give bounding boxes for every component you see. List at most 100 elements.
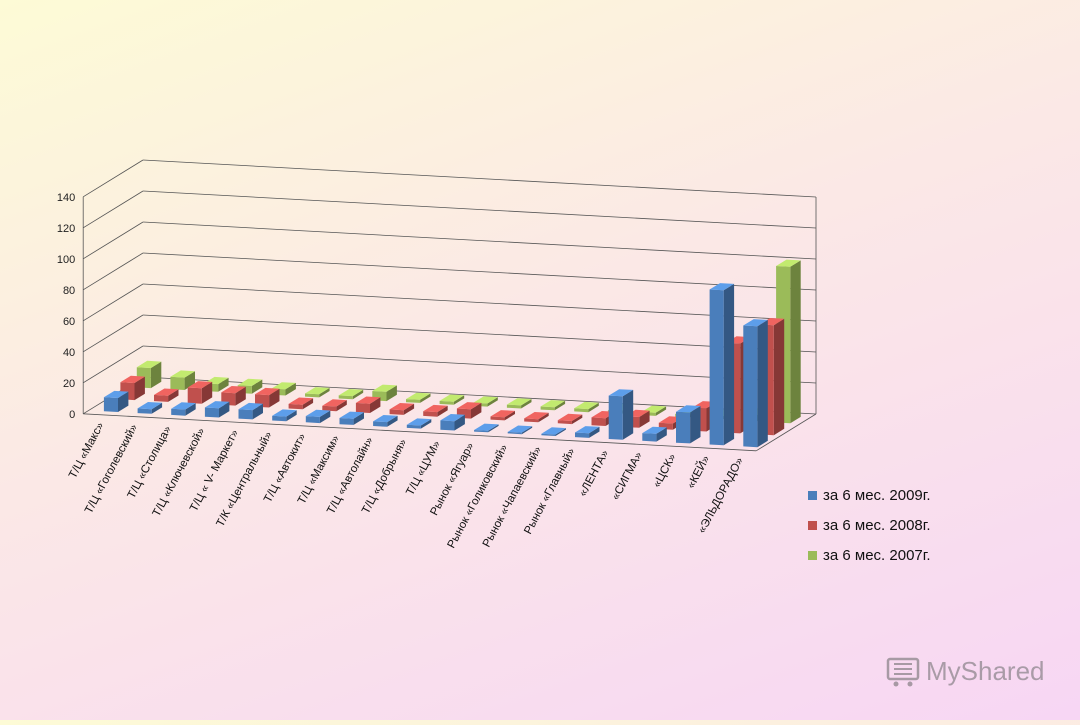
bar [339, 411, 364, 425]
bar-top [221, 386, 246, 394]
bar-top [608, 389, 634, 397]
bar-side [285, 382, 296, 396]
gridline [142, 252, 817, 291]
y-tick-label: 140 [57, 192, 75, 204]
bar-front [507, 431, 522, 435]
bar-side [252, 403, 263, 420]
bar [541, 427, 566, 436]
bar-side [773, 318, 785, 436]
bar-front [238, 409, 253, 420]
bar-front [187, 387, 202, 404]
bar-side [622, 389, 634, 440]
bar [137, 402, 163, 414]
bar-top [440, 414, 465, 422]
bar-side [723, 283, 735, 446]
gridline-side [82, 314, 144, 353]
gridline [142, 190, 817, 229]
bar [204, 401, 230, 418]
bar-side [757, 319, 768, 448]
bar-front [439, 400, 454, 405]
bar [440, 414, 465, 431]
cart-icon [886, 657, 920, 686]
gridline-side [82, 221, 144, 260]
x-tick-label: Т/Ц «ЦУМ» [404, 439, 443, 498]
y-tick-label: 60 [63, 316, 75, 328]
bar-top [171, 402, 196, 410]
legend-item-2007: за 6 мес. 2007г. [808, 540, 931, 570]
bar-side [538, 412, 549, 423]
bar-front [490, 416, 505, 421]
bar-front [608, 395, 623, 440]
bar-front [440, 420, 455, 431]
bar [540, 400, 566, 411]
bar-top [490, 410, 515, 418]
legend-item-2009: за 6 мес. 2009г. [808, 480, 931, 510]
bar-side [201, 381, 213, 404]
gridline [142, 345, 817, 384]
bar [642, 426, 667, 442]
bar-front [272, 415, 287, 422]
bar-side [218, 377, 229, 392]
bar-top [574, 401, 599, 410]
gridline-side [82, 252, 144, 291]
bar-side [588, 402, 599, 413]
floor-right-edge [755, 413, 817, 452]
bar-side [352, 389, 364, 400]
x-tick-label: «СИГМА» [610, 450, 645, 502]
bar-side [403, 403, 415, 415]
bar-top [642, 426, 667, 434]
bar-top [255, 387, 280, 396]
bar-side [235, 386, 246, 406]
bar-side [420, 419, 432, 429]
bar-front [506, 404, 522, 409]
bar [154, 388, 179, 402]
bar-top [187, 381, 213, 389]
gridline-side [82, 283, 144, 322]
bar-top [204, 401, 230, 409]
bar-side [554, 400, 566, 411]
bar-side [639, 410, 650, 428]
bar-top [473, 396, 498, 404]
bar-side [420, 393, 431, 403]
bar-front [137, 408, 152, 414]
bar-front [406, 399, 421, 403]
bar-top [709, 283, 735, 291]
bar-top [439, 394, 465, 402]
bar [338, 389, 364, 400]
bar-side [487, 397, 498, 407]
bar-top [776, 259, 801, 267]
bar-top [743, 319, 768, 327]
bar [474, 423, 499, 433]
bar-front [575, 432, 590, 438]
bar-top [322, 399, 347, 407]
gridline [142, 221, 817, 260]
bar-front [170, 376, 185, 390]
bar [574, 401, 599, 413]
bar-top [170, 370, 195, 378]
bar-side [453, 395, 465, 405]
bar-front [154, 394, 169, 402]
bar-side [184, 371, 195, 390]
bar [406, 392, 431, 403]
bar-side [251, 379, 263, 394]
bar [170, 370, 195, 390]
bar-side [150, 361, 162, 389]
bar-side [589, 426, 600, 438]
bar [272, 409, 297, 422]
bar-side [386, 385, 397, 402]
y-tick-label: 80 [63, 285, 75, 297]
gridline-side [82, 190, 144, 229]
bar-front [574, 408, 589, 413]
bar-top [137, 402, 163, 410]
bar-side [134, 376, 145, 401]
bar-side [219, 401, 230, 418]
bar-side [488, 424, 499, 433]
bar [439, 394, 465, 405]
bar-top [474, 423, 499, 431]
gridline [142, 283, 817, 322]
bar-front [423, 411, 438, 417]
y-tick-label: 0 [69, 409, 75, 421]
bar-front [305, 416, 320, 424]
bar-top [406, 418, 432, 426]
